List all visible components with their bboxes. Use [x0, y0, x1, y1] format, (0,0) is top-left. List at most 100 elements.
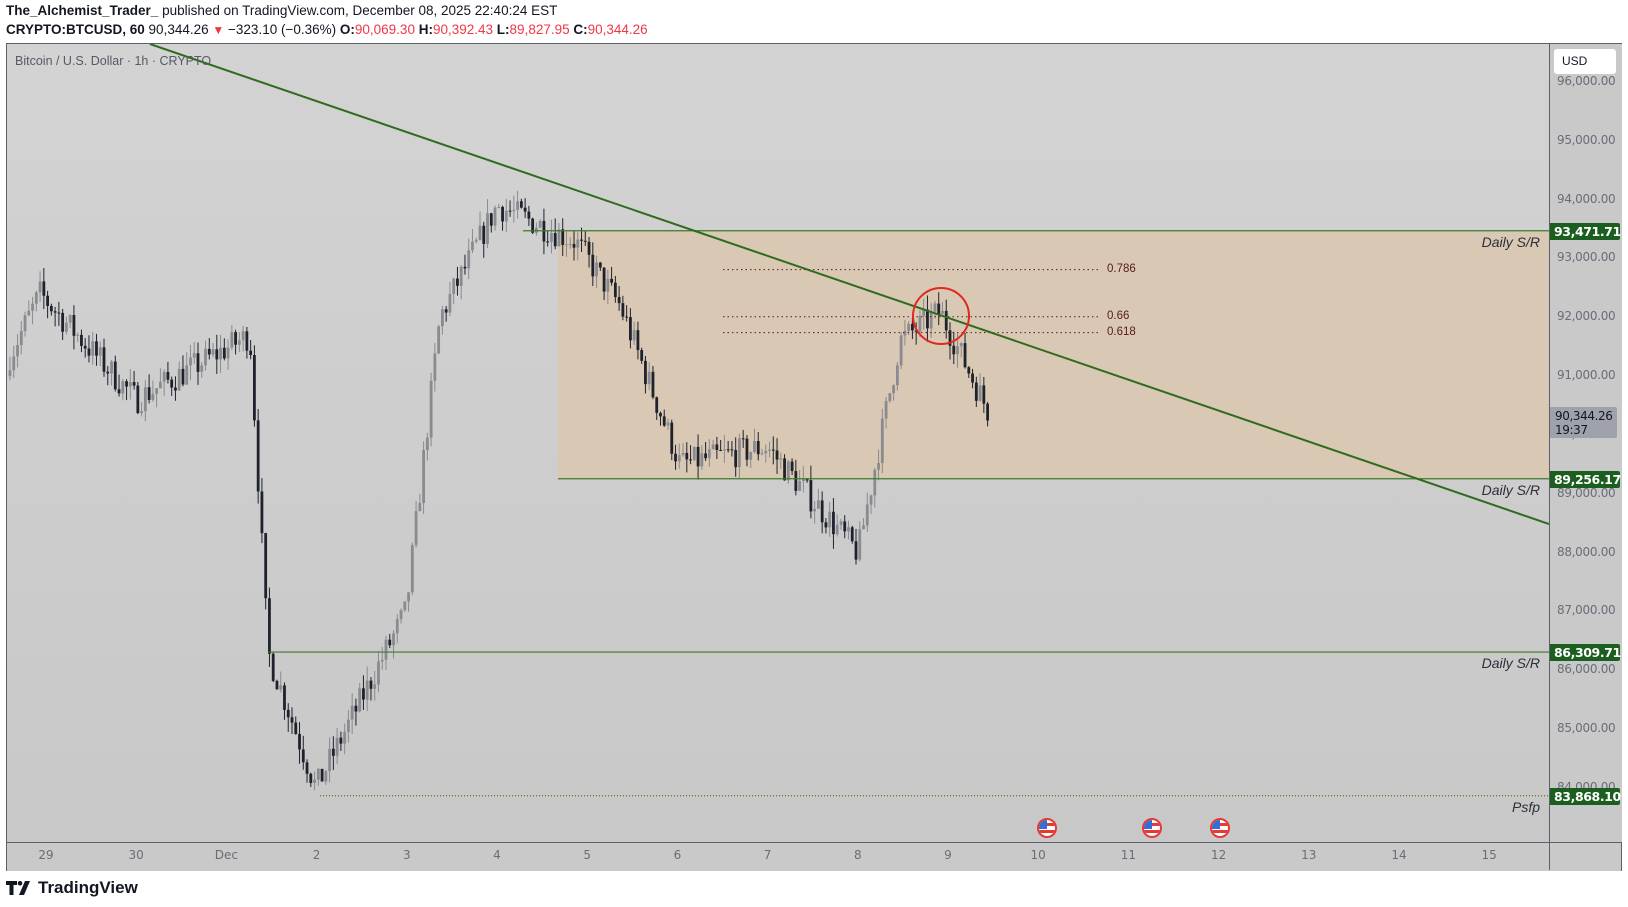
candle-body: [65, 322, 68, 332]
candle-body: [899, 335, 903, 366]
candle-body: [113, 361, 117, 390]
candle-body: [452, 278, 456, 295]
candle-body: [279, 685, 283, 690]
level-price-label: 93,471.71: [1550, 222, 1621, 240]
current-price-label: 90,344.26 19:37: [1550, 407, 1617, 438]
candle-body: [102, 347, 106, 372]
rejection-circle[interactable]: [912, 287, 970, 345]
candle-body: [952, 345, 956, 355]
candle-body: [647, 371, 651, 385]
candle-body: [598, 262, 602, 268]
candle-body: [553, 233, 557, 247]
candle-body: [493, 207, 497, 226]
candle-body: [328, 748, 331, 772]
candle-body: [38, 281, 42, 293]
date-label: 29: [38, 848, 54, 862]
candle-body: [222, 347, 226, 359]
candle-body: [98, 347, 102, 356]
candle-body: [580, 239, 583, 241]
candle-body: [399, 610, 403, 620]
candle-body: [651, 371, 655, 398]
date-label: 12: [1210, 848, 1227, 862]
descending-trendline[interactable]: [149, 44, 1549, 525]
candle-body: [741, 438, 745, 440]
publish-header: The_Alchemist_Trader_ published on Tradi…: [6, 3, 557, 18]
candle-body: [689, 459, 692, 461]
candle-body: [873, 469, 877, 496]
candle-body: [707, 449, 711, 459]
us-economic-event-icon[interactable]: [1037, 818, 1057, 838]
candle-body: [425, 437, 429, 451]
candle-body: [12, 356, 16, 371]
candlestick-chart[interactable]: [7, 44, 1549, 842]
candle-body: [365, 680, 369, 700]
candle-body: [181, 368, 185, 385]
candle-body: [531, 218, 535, 233]
candle-body: [343, 731, 347, 744]
candle-body: [463, 266, 467, 269]
candle-body: [550, 233, 553, 242]
us-economic-event-icon[interactable]: [1210, 818, 1230, 838]
candle-body: [756, 441, 760, 455]
candle-body: [884, 401, 888, 419]
candle-body: [711, 444, 715, 450]
candle-body: [362, 688, 365, 700]
candle-body: [331, 748, 335, 756]
candle-body: [854, 541, 858, 560]
candle-body: [200, 365, 204, 372]
candle-body: [309, 773, 313, 783]
fib-label: 0.618: [1107, 325, 1136, 338]
price-axis[interactable]: [1549, 44, 1622, 842]
candle-body: [907, 323, 911, 331]
candle-body: [230, 332, 234, 348]
chart-pane[interactable]: [7, 44, 1549, 842]
candle-body: [659, 412, 662, 417]
candle-body: [241, 331, 245, 341]
time-axis[interactable]: [7, 842, 1621, 871]
candle-body: [504, 210, 508, 222]
candle-body: [91, 341, 95, 356]
date-label: 30: [128, 848, 144, 862]
candle-body: [245, 331, 249, 351]
candle-body: [685, 452, 689, 460]
currency-button[interactable]: USD: [1554, 49, 1616, 74]
candle-body: [196, 353, 200, 372]
price-tick: 92,000.00: [1557, 309, 1616, 324]
candle-body: [674, 453, 677, 462]
candle-body: [83, 345, 87, 349]
candle-body: [151, 393, 155, 400]
candle-body: [339, 737, 343, 744]
candle-body: [967, 367, 971, 374]
us-economic-event-icon[interactable]: [1142, 818, 1162, 838]
candle-body: [850, 527, 854, 542]
candle-body: [290, 717, 294, 723]
candle-body: [895, 365, 899, 386]
candle-body: [775, 450, 779, 460]
candle-body: [937, 303, 941, 315]
candle-body: [786, 461, 790, 481]
candle-body: [869, 495, 873, 505]
chart-legend[interactable]: Bitcoin / U.S. Dollar · 1h · CRYPTO: [15, 54, 212, 68]
candle-body: [959, 343, 963, 347]
candle-body: [31, 303, 34, 311]
candle-body: [437, 326, 441, 354]
candle-body: [486, 213, 489, 244]
candle-body: [644, 360, 647, 385]
candle-body: [27, 310, 31, 316]
down-arrow-icon: ▼: [212, 23, 225, 37]
level-text: Psfp: [1511, 798, 1540, 815]
date-label: 11: [1120, 848, 1137, 862]
date-label: 3: [402, 848, 411, 862]
candle-body: [640, 350, 644, 361]
candle-body: [305, 762, 309, 774]
author-name[interactable]: The_Alchemist_Trader_: [6, 3, 159, 18]
candle-body: [260, 491, 264, 534]
candle-body: [986, 403, 989, 421]
candle-body: [610, 278, 613, 283]
tradingview-logo[interactable]: TradingView: [6, 878, 138, 898]
candle-body: [839, 521, 843, 525]
candle-body: [501, 206, 504, 222]
candle-body: [715, 444, 719, 451]
candle-body: [237, 340, 241, 345]
candle-body: [527, 211, 531, 219]
